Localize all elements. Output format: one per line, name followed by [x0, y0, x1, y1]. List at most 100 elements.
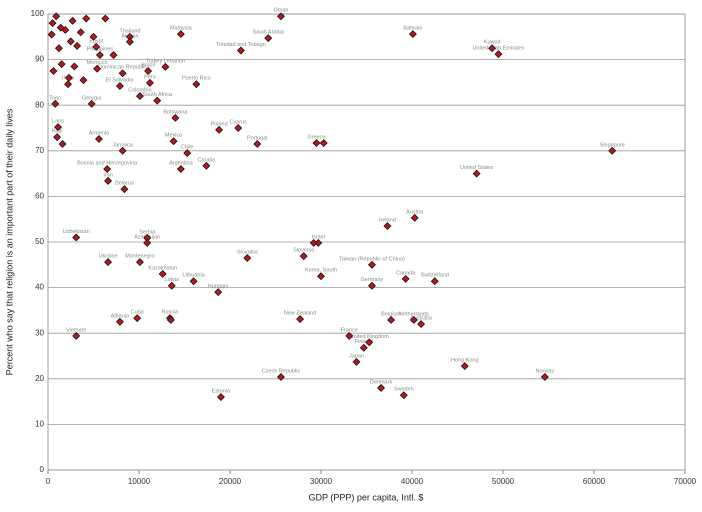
- point: [95, 51, 104, 59]
- point-label: Dominican Republic: [98, 65, 147, 71]
- point: [118, 146, 127, 155]
- point-label: Portugal: [247, 135, 268, 141]
- point: [319, 139, 328, 148]
- point-label: Kazakhstan: [148, 265, 177, 271]
- point-label: Latvia: [164, 277, 180, 283]
- x-tick-label: 70000: [674, 477, 697, 486]
- point: [109, 51, 118, 59]
- point-label: Belarus: [115, 181, 134, 187]
- point: [408, 30, 417, 39]
- point: [189, 277, 198, 286]
- point-label: Chile: [181, 145, 194, 151]
- point: [317, 272, 325, 281]
- point: [82, 14, 91, 23]
- point: [79, 76, 88, 85]
- point-label: Finland: [355, 339, 373, 345]
- x-tick-label: 20000: [219, 477, 242, 486]
- point: [169, 137, 178, 146]
- point-label: France: [341, 327, 358, 333]
- point: [401, 274, 410, 283]
- point: [299, 252, 308, 261]
- point: [359, 343, 368, 352]
- point: [312, 139, 321, 148]
- point: [387, 316, 396, 324]
- point: [153, 96, 162, 105]
- point: [54, 44, 63, 53]
- point-label: Iran: [103, 172, 112, 178]
- y-tick-label: 10: [35, 420, 44, 429]
- point: [236, 46, 245, 55]
- point: [125, 37, 134, 46]
- point: [472, 169, 481, 178]
- point: [417, 320, 426, 329]
- point: [135, 92, 144, 101]
- point-label: Oman: [273, 8, 288, 14]
- point-label: Russia: [162, 310, 180, 316]
- point-label: Vietnam: [66, 327, 86, 333]
- point-label: Australia: [410, 316, 432, 322]
- point-label: Bosnia and Herzegovina: [77, 160, 138, 166]
- point-label: Bahrain: [403, 26, 422, 32]
- point: [57, 60, 66, 69]
- point: [214, 288, 223, 297]
- x-tick-label: 60000: [583, 477, 606, 486]
- grid: 0 10 20 30 40 50 60 70 80 90 100 0 10000 20000 30000 40…: [31, 9, 697, 486]
- point: [115, 82, 124, 91]
- point-label: Ukraine: [99, 254, 118, 260]
- point: [47, 30, 56, 39]
- point: [161, 62, 170, 71]
- point: [216, 393, 225, 401]
- point-label: Lithuania: [182, 273, 205, 279]
- point: [115, 317, 124, 326]
- point: [53, 133, 62, 142]
- point: [64, 73, 73, 82]
- point: [183, 149, 192, 158]
- point: [314, 238, 323, 247]
- point: [192, 80, 201, 89]
- point-label: Slovakia: [237, 249, 259, 255]
- y-tick-label: 30: [35, 328, 44, 337]
- point: [176, 30, 185, 39]
- y-tick-label: 80: [35, 100, 44, 109]
- y-tick-label: 70: [35, 146, 44, 155]
- point: [72, 233, 81, 242]
- point: [176, 165, 185, 173]
- point-label: Croatia: [197, 157, 216, 163]
- point-label: Morocco: [87, 60, 108, 66]
- point-label: Slovenia: [293, 248, 315, 254]
- y-axis-title: Percent who say that religion is an impo…: [4, 108, 14, 375]
- point: [70, 62, 79, 71]
- point: [143, 238, 152, 247]
- point: [430, 277, 439, 286]
- y-tick-label: 60: [35, 192, 44, 201]
- point-label: Malaysia: [170, 26, 193, 32]
- point: [95, 134, 103, 143]
- point: [352, 357, 361, 366]
- point-label: South Africa: [142, 92, 173, 98]
- point: [145, 78, 154, 87]
- point-label: Trinidad and Tobago: [216, 42, 266, 48]
- point-label: Botswana: [163, 109, 188, 115]
- point: [120, 185, 129, 194]
- point: [277, 373, 285, 381]
- point: [54, 123, 62, 132]
- point: [103, 165, 112, 173]
- point-label: Turkey Lebanon: [146, 58, 186, 64]
- x-tick-label: 40000: [401, 477, 424, 486]
- point: [93, 64, 102, 73]
- point-label: Philippines: [87, 46, 114, 52]
- point-label: Laos: [52, 119, 64, 125]
- point: [488, 44, 497, 53]
- point-label: Jamaica: [112, 142, 133, 148]
- point: [66, 37, 75, 46]
- point-label: Switzerland: [421, 273, 449, 279]
- point-label: Armenia: [89, 130, 110, 136]
- point: [64, 80, 72, 89]
- point-label: Netherlands: [399, 311, 429, 317]
- x-tick-label: 50000: [492, 477, 515, 486]
- point: [104, 258, 113, 267]
- y-tick-label: 40: [35, 283, 44, 292]
- point: [68, 16, 77, 25]
- point-label: Germany: [361, 277, 384, 283]
